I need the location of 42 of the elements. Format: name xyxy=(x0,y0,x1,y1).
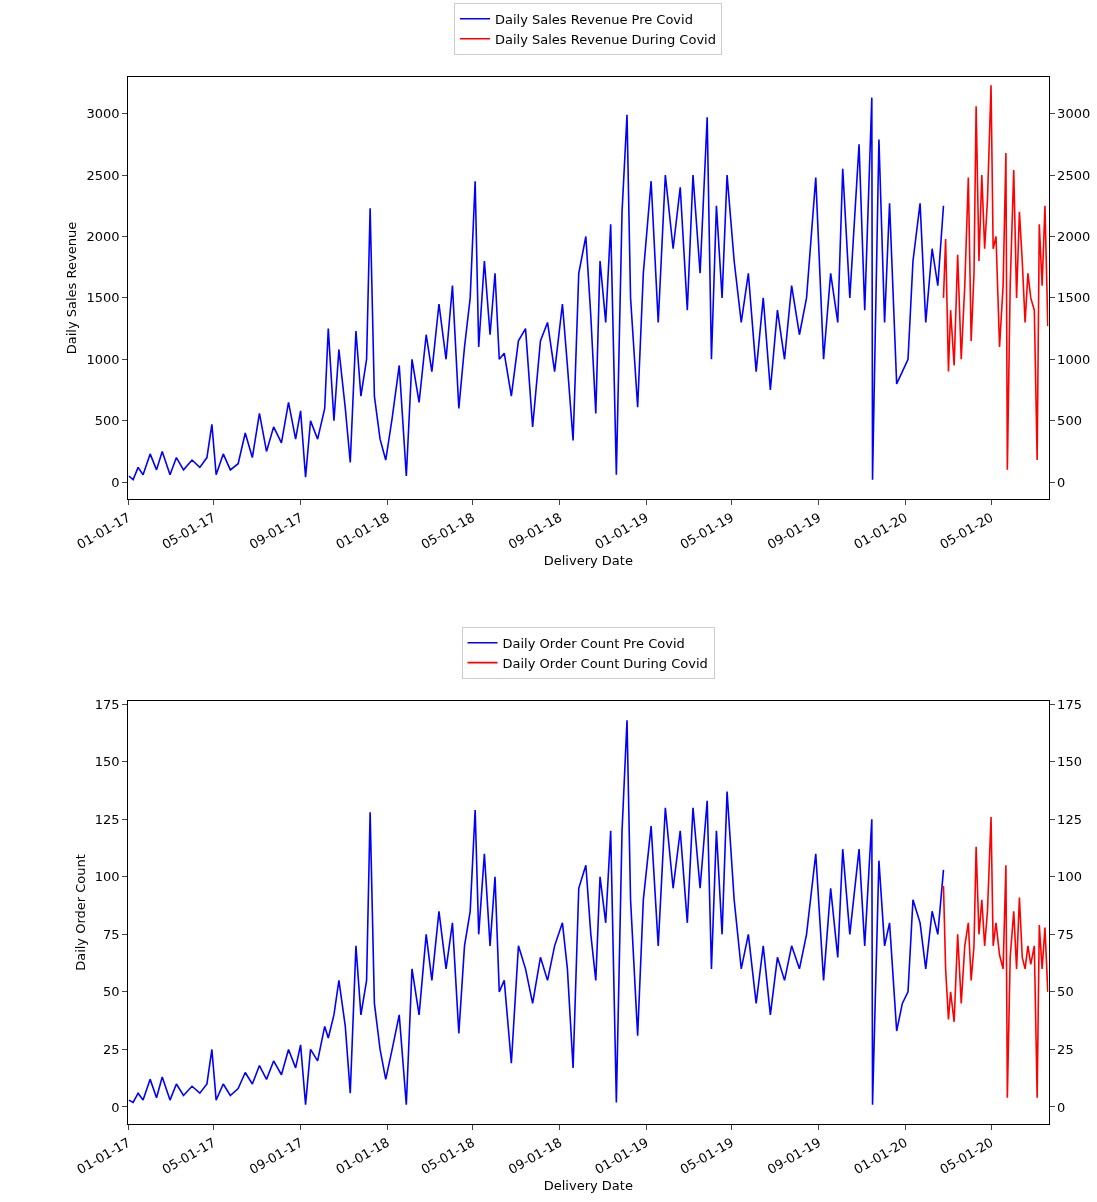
y-tick-label: 3000 xyxy=(86,106,120,122)
y2-tick-label: 1000 xyxy=(1057,351,1091,367)
y-tick-label: 25 xyxy=(103,1041,120,1057)
line-series xyxy=(942,84,1049,471)
legend-label: Daily Sales Revenue Pre Covid xyxy=(495,11,693,27)
y-tick-label: 2000 xyxy=(86,229,120,245)
line-series xyxy=(128,719,945,1106)
y-tick-label: 150 xyxy=(94,754,120,770)
y-tick-label: 0 xyxy=(111,474,120,490)
y2-tick-label: 50 xyxy=(1057,984,1074,1000)
y-tick-label: 50 xyxy=(103,984,120,1000)
y-axis-title: Daily Sales Revenue xyxy=(64,221,80,355)
y-tick-label: 1500 xyxy=(86,290,120,306)
y2-tick-label: 150 xyxy=(1057,754,1082,770)
x-axis-title: Delivery Date xyxy=(543,1177,633,1193)
y-tick-label: 75 xyxy=(103,926,120,942)
y2-tick-label: 25 xyxy=(1057,1041,1074,1057)
y-tick-label: 100 xyxy=(94,869,120,885)
y2-tick-label: 0 xyxy=(1057,1099,1066,1115)
y2-tick-label: 175 xyxy=(1057,696,1082,712)
y2-tick-label: 2500 xyxy=(1057,167,1091,183)
y2-tick-label: 2000 xyxy=(1057,229,1091,245)
y2-tick-label: 0 xyxy=(1057,474,1066,490)
line-series xyxy=(128,96,945,481)
legend-label: Daily Order Count Pre Covid xyxy=(502,635,685,651)
y-tick-label: 1000 xyxy=(86,351,120,367)
y-tick-label: 175 xyxy=(94,696,120,712)
legend-label: Daily Sales Revenue During Covid xyxy=(495,31,716,47)
x-axis-title: Delivery Date xyxy=(543,552,633,568)
y2-tick-label: 3000 xyxy=(1057,106,1091,122)
y-tick-label: 2500 xyxy=(86,167,120,183)
y-tick-label: 0 xyxy=(111,1099,120,1115)
y2-tick-label: 75 xyxy=(1057,926,1074,942)
y-tick-label: 500 xyxy=(94,413,120,429)
line-series xyxy=(942,816,1049,1099)
legend-label: Daily Order Count During Covid xyxy=(502,655,708,671)
y2-tick-label: 500 xyxy=(1057,413,1082,429)
y-axis-title: Daily Order Count xyxy=(72,854,88,971)
y2-tick-label: 1500 xyxy=(1057,290,1091,306)
y2-tick-label: 125 xyxy=(1057,811,1082,827)
y2-tick-label: 100 xyxy=(1057,869,1082,885)
y-tick-label: 125 xyxy=(94,811,120,827)
